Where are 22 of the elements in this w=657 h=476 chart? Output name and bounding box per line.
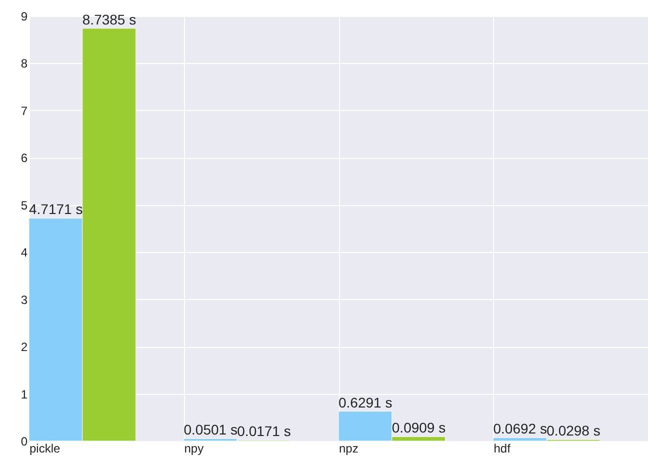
y-tick-label: 5	[20, 198, 28, 212]
x-tick-label: pickle	[30, 442, 61, 456]
y-tick-label: 7	[20, 104, 28, 118]
x-tick-label: npz	[339, 442, 358, 456]
y-tick-label: 8	[20, 56, 28, 71]
y-tick-label: 4	[20, 246, 28, 260]
x-tick-label: hdf	[494, 442, 512, 456]
x-tick-label: npy	[184, 442, 204, 456]
y-tick-label: 0	[20, 434, 28, 448]
y-tick-label: 1	[20, 387, 28, 402]
data-label: 0.0909 s	[392, 420, 446, 436]
data-label: 8.7385 s	[82, 11, 136, 28]
data-label: 0.0298 s	[546, 422, 600, 439]
data-label: 0.0692 s	[493, 420, 547, 437]
y-tick-label: 6	[20, 151, 28, 166]
y-tick-label: 2	[20, 340, 28, 354]
data-label: 0.0501 s	[184, 422, 238, 438]
y-tick-label: 3	[20, 292, 28, 307]
y-tick-label: 9	[20, 10, 28, 24]
data-label: 0.6291 s	[338, 394, 392, 410]
data-label: 0.0171 s	[237, 423, 291, 440]
data-label: 4.7171 s	[29, 201, 83, 218]
